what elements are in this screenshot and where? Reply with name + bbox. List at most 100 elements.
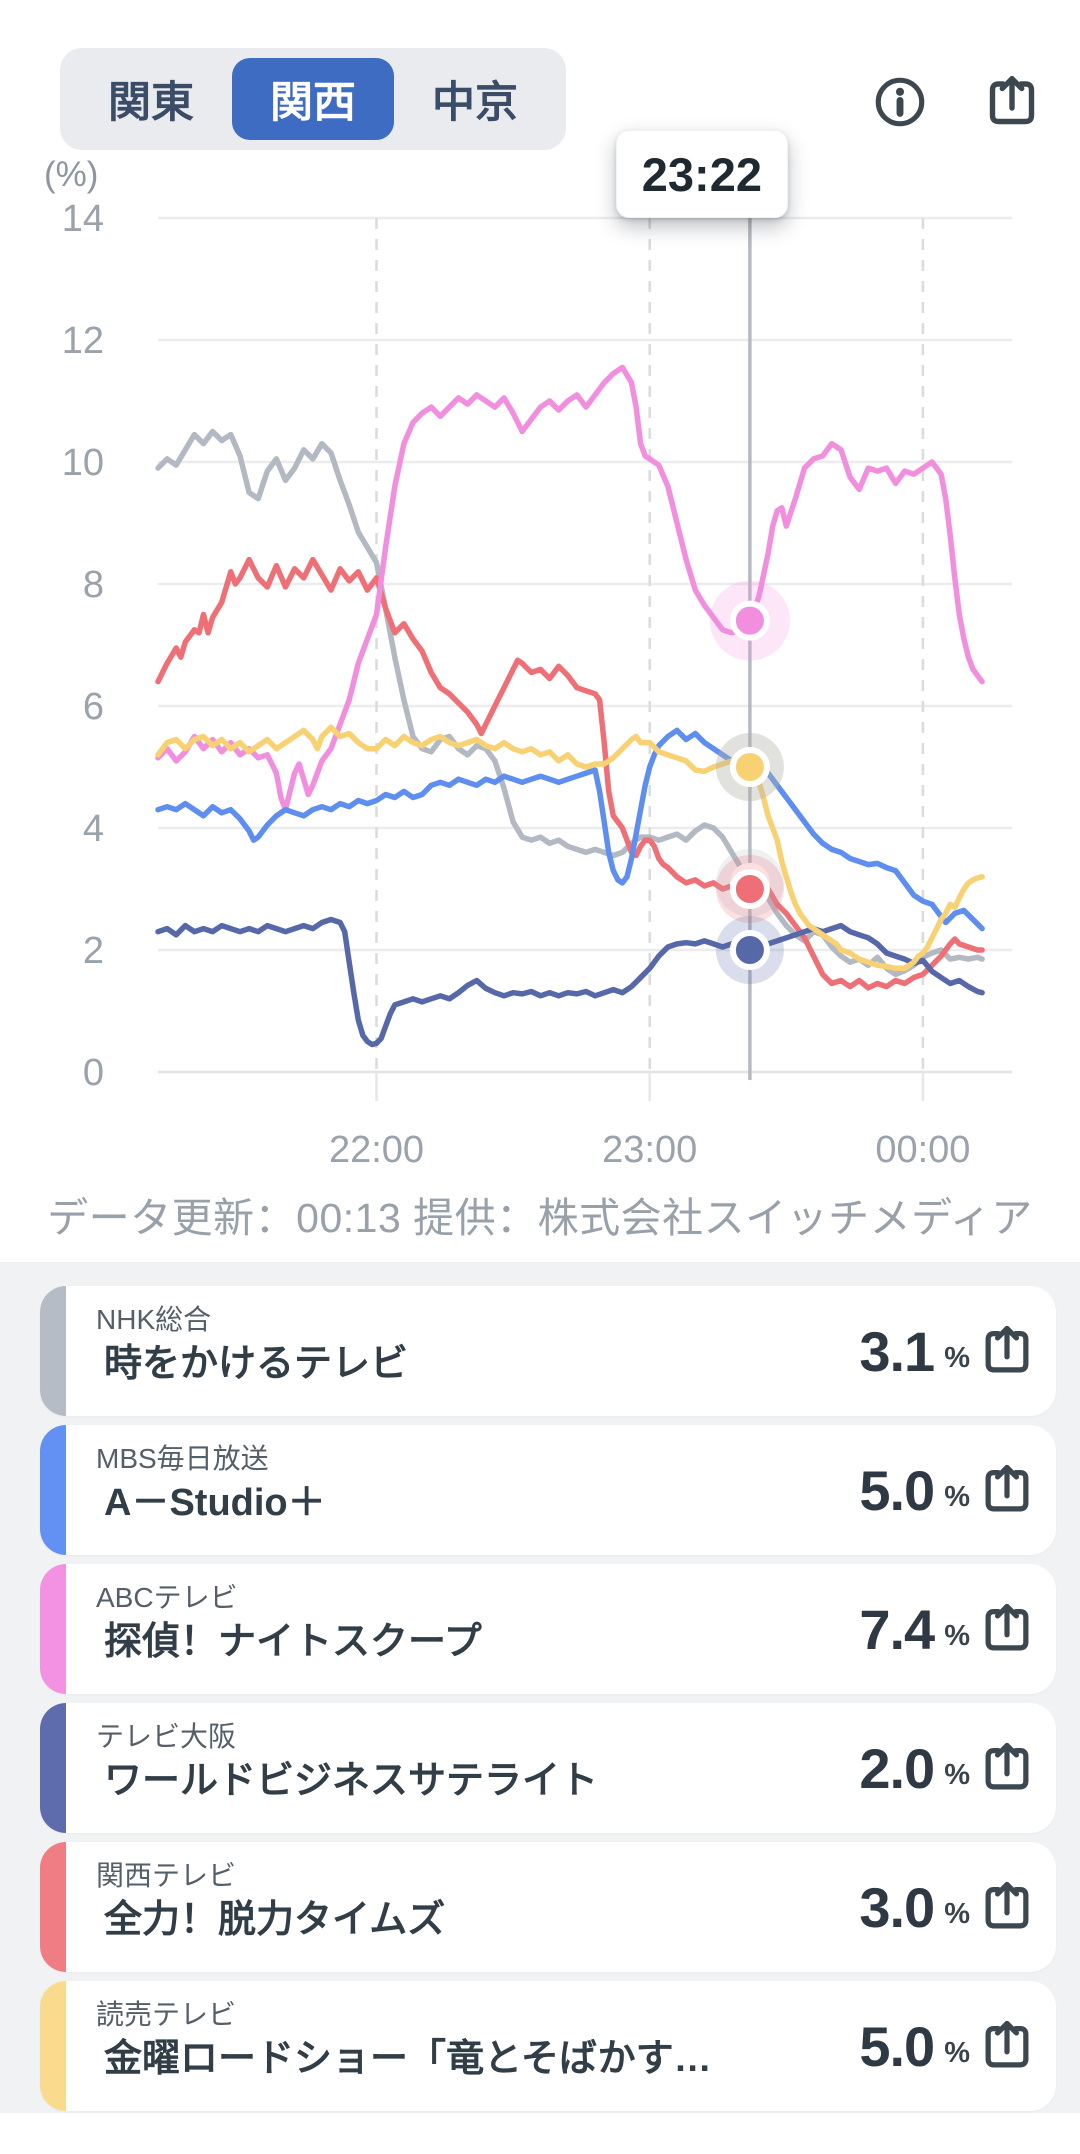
y-tick-label: 2 [83,930,104,972]
channel-card[interactable]: 関西テレビ 全力！脱力タイムズ 3.0 % [40,1842,1056,1972]
header: 関東 関西 中京 [0,0,1080,170]
rating-value: 5.0 [859,2014,935,2078]
y-tick-label: 14 [62,198,104,240]
share-program-button[interactable] [978,1600,1036,1658]
share-program-button[interactable] [978,1322,1036,1380]
series-line-abc [155,364,985,813]
channel-texts: 読売テレビ 金曜ロードショー「竜とそばかす… [96,1997,736,2083]
region-tab-label: 関東 [108,79,194,127]
program-title: 全力！脱力タイムズ [104,1899,446,1941]
channel-color-strip [40,1286,66,1416]
channel-card[interactable]: MBS毎日放送 A－Studio＋ 5.0 % [40,1425,1056,1555]
channel-texts: 関西テレビ 全力！脱力タイムズ [96,1858,736,1944]
channel-texts: NHK総合 時をかけるテレビ [96,1302,736,1388]
rating-readout: 5.0 % [859,1425,970,1555]
share-icon [982,72,1042,132]
share-icon [978,2017,1036,2075]
rating-readout: 3.1 % [859,1286,970,1416]
share-icon [978,1600,1036,1658]
channel-card[interactable]: NHK総合 時をかけるテレビ 3.1 % [40,1286,1056,1416]
station-name: MBS毎日放送 [96,1443,269,1474]
y-tick-label: 8 [83,564,104,606]
y-axis-unit: (%) [44,155,98,194]
info-button[interactable] [870,72,930,132]
channel-color-strip [40,1703,66,1833]
station-name: テレビ大阪 [96,1721,237,1752]
region-tab-0[interactable]: 関東 [70,58,232,140]
channel-texts: ABCテレビ 探偵！ナイトスクープ [96,1580,736,1666]
info-icon [875,77,925,127]
channel-color-strip [40,1564,66,1694]
share-program-button[interactable] [978,1461,1036,1519]
program-title: 金曜ロードショー「竜とそばかす… [104,2038,712,2080]
rating-unit: % [944,1897,970,1930]
y-tick-label: 10 [62,442,104,484]
rating-unit: % [944,1341,970,1374]
series-line-tvo [155,916,985,1048]
rating-unit: % [944,2036,970,2069]
program-title: A－Studio＋ [104,1482,326,1524]
y-tick-label: 4 [83,808,104,850]
channel-color-strip [40,1425,66,1555]
channel-color-strip [40,1842,66,1972]
region-tabs: 関東 関西 中京 [60,48,566,150]
rating-readout: 7.4 % [859,1564,970,1694]
program-title: 探偵！ナイトスクープ [104,1621,482,1663]
y-tick-label: 0 [83,1052,104,1094]
channel-color-strip [40,1981,66,2111]
channel-texts: テレビ大阪 ワールドビジネスサテライト [96,1719,736,1805]
share-icon [978,1461,1036,1519]
region-tab-label: 中京 [432,79,518,127]
series-line-mbs [155,727,985,932]
rating-value: 7.4 [859,1597,935,1661]
station-name: ABCテレビ [96,1582,238,1613]
x-tick-label: 00:00 [875,1129,970,1171]
rating-value: 5.0 [859,1458,935,1522]
header-actions [870,72,1042,132]
share-icon [978,1322,1036,1380]
region-tab-2[interactable]: 中京 [394,58,556,140]
rating-value: 2.0 [859,1736,935,1800]
region-tab-label: 関西 [270,79,356,127]
x-tick-label: 22:00 [329,1129,424,1171]
y-tick-label: 12 [62,320,104,362]
channel-texts: MBS毎日放送 A－Studio＋ [96,1441,736,1527]
cursor-dot-abc [729,600,770,641]
rating-unit: % [944,1480,970,1513]
station-name: NHK総合 [96,1304,212,1335]
share-chart-button[interactable] [982,72,1042,132]
series-line-ytv [155,724,985,972]
ratings-line-chart: 0 2 4 6 8 10 12 14 (%) 22:00 23:00 00:00 [44,155,1012,1171]
rating-readout: 5.0 % [859,1981,970,2111]
region-tab-1[interactable]: 関西 [232,58,394,140]
rating-unit: % [944,1758,970,1791]
x-tick-label: 23:00 [602,1129,697,1171]
rating-value: 3.1 [859,1319,935,1383]
rating-unit: % [944,1619,970,1652]
rating-readout: 2.0 % [859,1703,970,1833]
station-name: 読売テレビ [96,1999,237,2030]
share-icon [978,1739,1036,1797]
data-update-note: データ更新：00:13 提供：株式会社スイッチメディア [47,1195,1033,1241]
station-name: 関西テレビ [96,1860,237,1891]
cursor-dot-ktv [729,869,770,909]
y-tick-label: 6 [83,686,104,728]
share-program-button[interactable] [978,1878,1036,1936]
program-title: 時をかけるテレビ [104,1343,409,1385]
rating-readout: 3.0 % [859,1842,970,1972]
series-line-ktv [155,556,985,991]
share-icon [978,1878,1036,1936]
series-line-nhk [155,428,985,978]
cursor-dot-ytv [729,747,770,787]
cursor-time-tooltip: 23:22 [615,130,788,218]
rating-value: 3.0 [859,1875,935,1939]
channel-card[interactable]: テレビ大阪 ワールドビジネスサテライト 2.0 % [40,1703,1056,1833]
channel-card[interactable]: 読売テレビ 金曜ロードショー「竜とそばかす… 5.0 % [40,1981,1056,2111]
share-program-button[interactable] [978,2017,1036,2075]
cursor-dot-tvo [729,930,770,970]
program-title: ワールドビジネスサテライト [104,1760,599,1802]
share-program-button[interactable] [978,1739,1036,1797]
channel-list: NHK総合 時をかけるテレビ 3.1 % MBS毎日放送 A－Studio＋ 5… [0,1262,1080,2113]
channel-card[interactable]: ABCテレビ 探偵！ナイトスクープ 7.4 % [40,1564,1056,1694]
